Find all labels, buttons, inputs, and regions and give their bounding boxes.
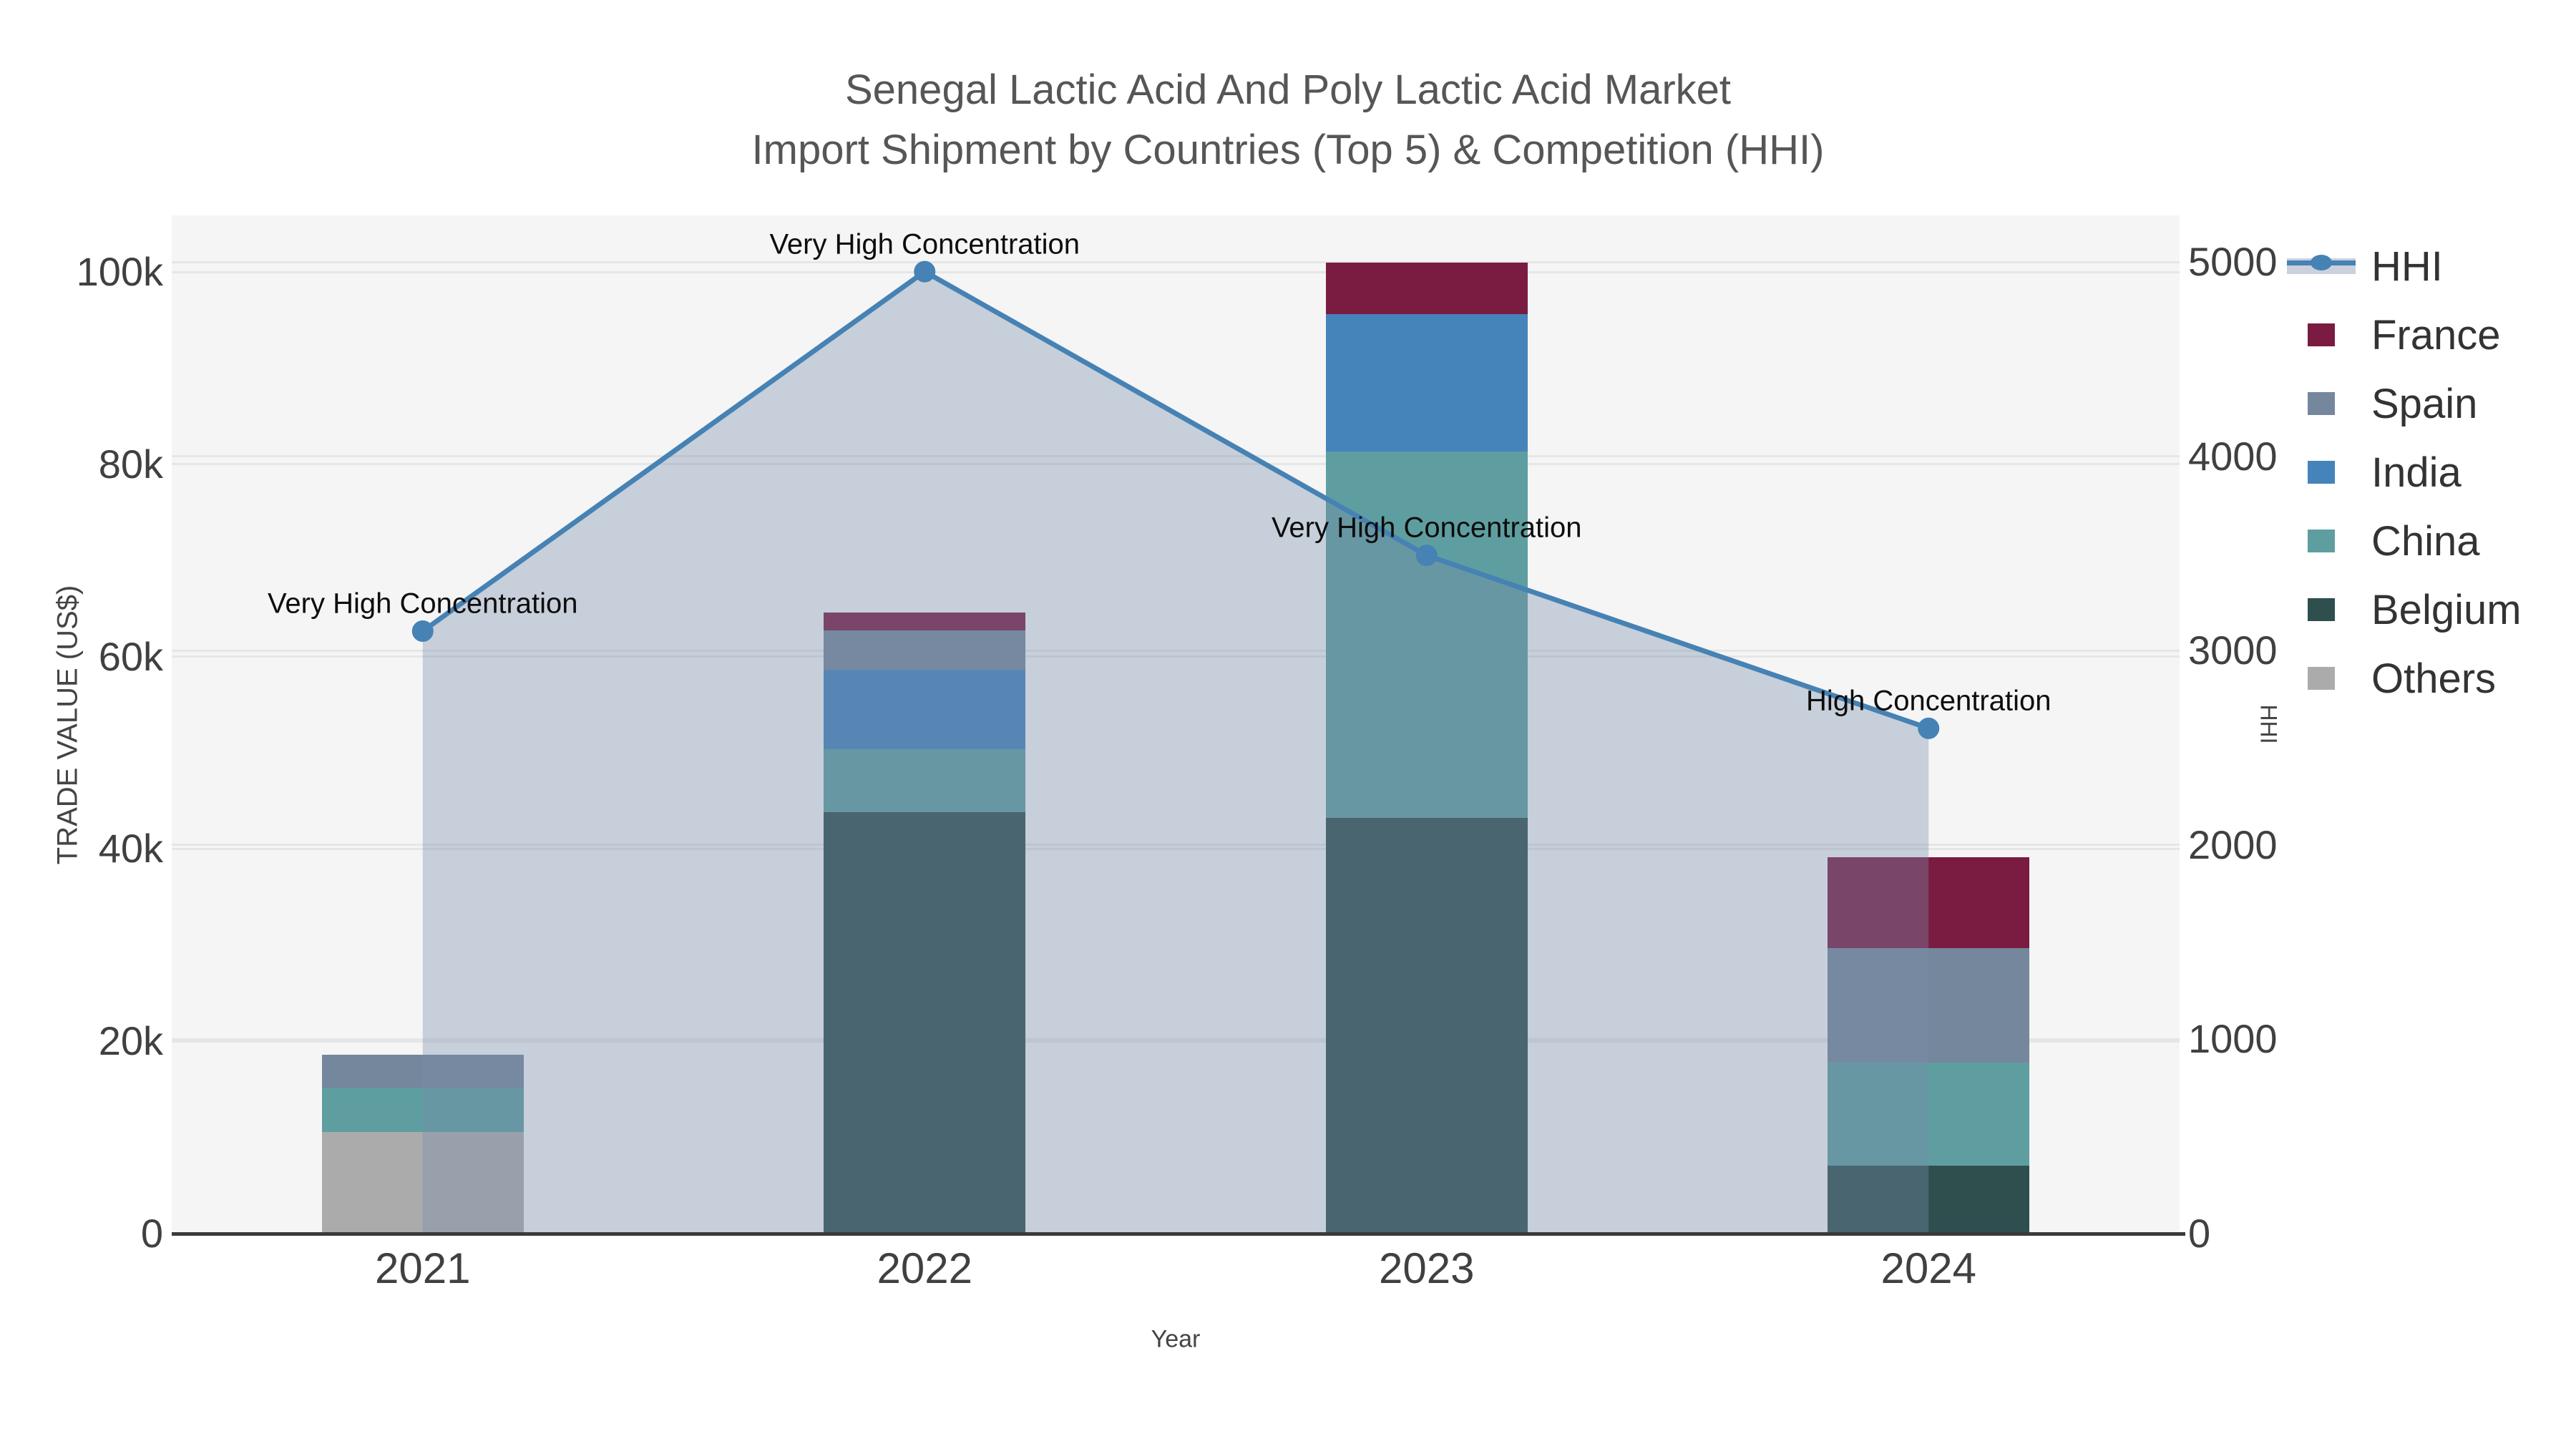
legend-item-hhi[interactable]: HHI: [2287, 232, 2576, 301]
y-right-tick-0: 0: [2188, 1211, 2211, 1256]
gridline: [172, 655, 2180, 658]
y-left-tick-20k: 20k: [98, 1018, 163, 1064]
legend-label: HHI: [2371, 243, 2443, 290]
y-left-tick-0: 0: [140, 1211, 163, 1256]
belgium-swatch-icon: [2287, 575, 2356, 644]
hhi-line-legend-icon: [2287, 232, 2356, 301]
bar-segment-2024-belgium[interactable]: [1828, 1165, 2030, 1234]
annotation-2022: Very High Concentration: [769, 228, 1080, 260]
bar-segment-2022-belgium[interactable]: [824, 812, 1026, 1234]
y-axis-left-title: TRADE VALUE (US$): [52, 585, 84, 865]
legend-item-belgium[interactable]: Belgium: [2287, 575, 2576, 644]
gridline: [172, 649, 2180, 652]
legend-label: China: [2371, 517, 2480, 565]
bar-segment-2021-spain[interactable]: [321, 1055, 524, 1088]
legend-item-france[interactable]: France: [2287, 301, 2576, 369]
gridline: [172, 270, 2180, 273]
x-tick-2023: 2023: [1379, 1244, 1475, 1292]
legend-item-others[interactable]: Others: [2287, 644, 2576, 713]
x-tick-2022: 2022: [877, 1244, 972, 1292]
chart-title-line1: Senegal Lactic Acid And Poly Lactic Acid…: [844, 67, 1732, 113]
bar-segment-2021-others[interactable]: [321, 1131, 524, 1234]
legend-item-spain[interactable]: Spain: [2287, 369, 2576, 438]
chart-title-line2: Import Shipment by Countries (Top 5) & C…: [751, 127, 1825, 173]
bar-segment-2024-china[interactable]: [1828, 1062, 2030, 1166]
legend-label: France: [2371, 311, 2501, 358]
bar-segment-2022-india[interactable]: [824, 670, 1026, 749]
gridline: [172, 847, 2180, 850]
y-right-tick-3000: 3000: [2188, 628, 2278, 673]
legend-label: Spain: [2371, 380, 2478, 427]
y-left-tick-60k: 60k: [98, 633, 163, 679]
bar-segment-2021-china[interactable]: [321, 1087, 524, 1132]
x-axis-title: Year: [1151, 1325, 1201, 1353]
y-axis-right-title: HHI: [2255, 704, 2282, 744]
y-right-tick-4000: 4000: [2188, 433, 2278, 479]
bar-segment-2023-france[interactable]: [1325, 262, 1528, 315]
bar-segment-2022-france[interactable]: [824, 612, 1026, 631]
y-left-tick-40k: 40k: [98, 826, 163, 872]
legend-item-china[interactable]: China: [2287, 507, 2576, 575]
legend: HHI France Spain India China Belgium Others: [2287, 232, 2576, 713]
y-left-tick-100k: 100k: [76, 249, 163, 294]
legend-item-india[interactable]: India: [2287, 438, 2576, 507]
gridline: [172, 463, 2180, 466]
legend-label: Others: [2371, 655, 2497, 702]
china-swatch-icon: [2287, 507, 2356, 575]
annotation-2023: Very High Concentration: [1271, 512, 1582, 544]
y-right-tick-2000: 2000: [2188, 821, 2278, 867]
bar-segment-2022-spain[interactable]: [824, 630, 1026, 670]
bar-segment-2023-belgium[interactable]: [1325, 818, 1528, 1234]
gridline: [172, 455, 2180, 458]
legend-label: India: [2371, 449, 2462, 496]
bar-segment-2022-china[interactable]: [824, 748, 1026, 813]
gridline: [172, 1040, 2180, 1043]
y-left-tick-80k: 80k: [98, 441, 163, 487]
others-swatch-icon: [2287, 644, 2356, 713]
x-axis-spine: [172, 1232, 2185, 1236]
gridline: [172, 844, 2180, 847]
gridline: [172, 1038, 2180, 1040]
annotation-2024: High Concentration: [1806, 685, 2051, 717]
france-swatch-icon: [2287, 301, 2356, 369]
y-right-tick-1000: 1000: [2188, 1016, 2278, 1062]
bar-segment-2024-spain[interactable]: [1828, 947, 2030, 1063]
annotation-2021: Very High Concentration: [267, 587, 578, 620]
x-tick-2024: 2024: [1880, 1244, 1976, 1292]
y-right-tick-5000: 5000: [2188, 239, 2278, 284]
gridline: [172, 260, 2180, 263]
bar-segment-2023-china[interactable]: [1325, 452, 1528, 819]
legend-label: Belgium: [2371, 586, 2522, 633]
x-tick-2021: 2021: [375, 1244, 471, 1292]
bar-segment-2023-india[interactable]: [1325, 314, 1528, 452]
india-swatch-icon: [2287, 438, 2356, 507]
bar-segment-2024-france[interactable]: [1828, 857, 2030, 948]
spain-swatch-icon: [2287, 369, 2356, 438]
